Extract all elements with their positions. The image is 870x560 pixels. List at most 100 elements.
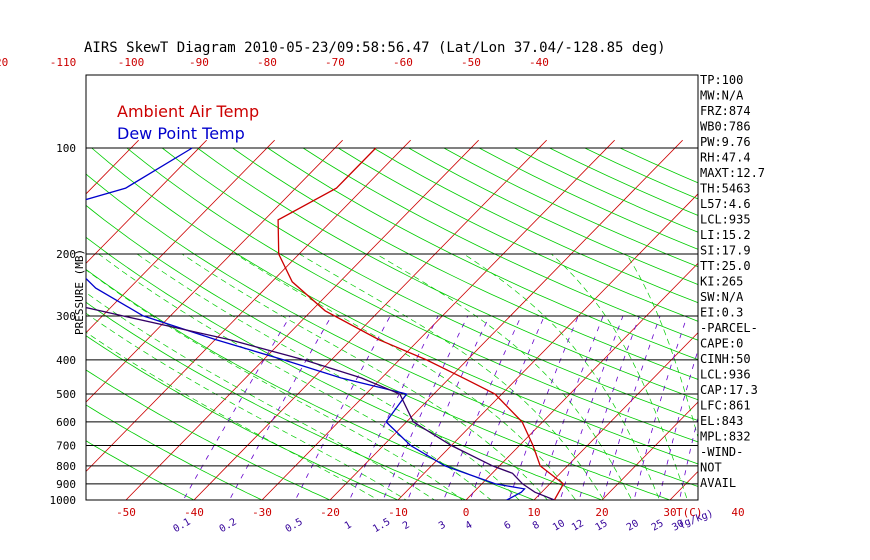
dry-adiabat-line [86, 301, 468, 500]
mixing-ratio-line [679, 416, 698, 500]
bottom-temp-tick-label: -30 [252, 506, 272, 519]
pressure-tick-label: 1000 [50, 494, 77, 507]
pressure-tick-label: 900 [56, 478, 76, 491]
dry-adiabat-line [86, 440, 195, 500]
ambient-air-temp-line [277, 147, 565, 500]
bottom-temp-tick-label: -20 [320, 506, 340, 519]
mixing-ratio-tick-label: 10 [551, 518, 567, 534]
isotherm-line [669, 470, 698, 500]
stat-item: LCL:936 [700, 368, 751, 382]
stat-item: MW:N/A [700, 89, 744, 103]
mixing-ratio-tick-label: 8 [531, 520, 542, 533]
stat-item: CAP:17.3 [700, 383, 758, 397]
bottom-temp-tick-label: 10 [527, 506, 540, 519]
series-layer [86, 147, 565, 500]
stat-item: CINH:50 [700, 352, 751, 366]
dry-adiabat-line [302, 147, 698, 341]
dry-adiabat-line [86, 268, 536, 500]
stat-item: LI:15.2 [700, 228, 751, 242]
stat-item: L57:4.6 [700, 197, 751, 211]
pressure-tick-label: 500 [56, 388, 76, 401]
stat-item: PW:9.76 [700, 135, 751, 149]
mixing-ratio-tick-label: 1.5 [371, 517, 392, 536]
mixing-ratio-tick-label: 20 [625, 518, 641, 534]
mixing-ratio-tick-label: 1 [343, 520, 354, 533]
stat-item: SW:N/A [700, 290, 744, 304]
isotherm-line [465, 262, 698, 500]
top-temp-tick-label: -120 [0, 56, 8, 69]
isotherm-line [397, 193, 698, 500]
moist-adiabat-line [86, 269, 464, 500]
pressure-tick-label: 300 [56, 310, 76, 323]
moist-adiabat-line [375, 253, 633, 500]
dry-adiabat-line [86, 173, 698, 487]
mixing-ratio-tick-label: 0.5 [284, 517, 305, 536]
stat-item: NOT [700, 461, 722, 475]
moist-adiabat-line [86, 312, 407, 500]
pressure-tick-label: 800 [56, 460, 76, 473]
mixing-ratio-tick-label: 0.2 [218, 517, 239, 536]
moist-adiabat-line [551, 253, 688, 500]
top-temp-tick-label: -60 [393, 56, 413, 69]
mixing-ratio-tick-label: 0.1 [171, 517, 192, 536]
mixing-ratio-tick-label: 12 [570, 518, 586, 534]
isobar-lines [85, 74, 699, 501]
dry-adiabat-line [86, 204, 672, 500]
pressure-tick-label: 100 [56, 142, 76, 155]
dry-adiabat-line [267, 147, 698, 361]
top-temp-tick-label: -40 [529, 56, 549, 69]
stat-item: EL:843 [700, 414, 743, 428]
y-axis-label: PRESSURE (MB) [73, 249, 86, 335]
bottom-temp-tick-label: 20 [595, 506, 608, 519]
isotherm-line [125, 139, 479, 500]
isotherm-line [601, 401, 698, 500]
top-temp-tick-label: -110 [50, 56, 77, 69]
dry-adiabat-line [86, 335, 400, 500]
top-temp-tick-label: -50 [461, 56, 481, 69]
stat-item: MAXT:12.7 [700, 166, 765, 180]
stat-item: TH:5463 [700, 182, 751, 196]
dry-adiabat-line [91, 147, 698, 465]
moist-adiabat-line [463, 253, 660, 500]
x-axis-unit-label: T(C) [676, 506, 703, 519]
dry-adiabat-line [197, 147, 698, 401]
pressure-tick-label: 400 [56, 354, 76, 367]
stat-item: CAPE:0 [700, 337, 743, 351]
top-temp-tick-label: -80 [257, 56, 277, 69]
mixing-ratio-tick-label: 2 [401, 520, 412, 533]
stat-item: FRZ:874 [700, 104, 751, 118]
stat-item: LCL:935 [700, 213, 751, 227]
top-temp-tick-label: -70 [325, 56, 345, 69]
dry-adiabat-line [86, 236, 604, 500]
stat-item: AVAIL [700, 476, 736, 490]
mixing-ratio-line [633, 315, 688, 500]
stat-item: TT:25.0 [700, 259, 751, 273]
mixing-ratio-tick-label: 4 [464, 520, 475, 533]
moist-adiabat-line [181, 253, 548, 500]
grid-lines [0, 139, 698, 507]
stat-item: LFC:861 [700, 399, 751, 413]
mixing-ratio-tick-label: 25 [650, 518, 666, 534]
dry-adiabat-line [86, 404, 263, 500]
isotherm-line [86, 139, 207, 264]
mixing-ratio-line [537, 315, 604, 500]
stat-item: TP:100 [700, 73, 743, 87]
isotherm-line [329, 139, 683, 500]
dry-adiabat-line [126, 147, 698, 443]
stat-item: WB0:786 [700, 120, 751, 134]
mixing-ratio-line [508, 315, 579, 500]
bottom-temp-tick-label: -50 [116, 506, 136, 519]
bottom-temp-tick-label: 30 [663, 506, 676, 519]
mixing-ratio-tick-label: 30 [670, 518, 686, 534]
isotherm-line [86, 139, 343, 403]
moist-adiabat-line [299, 253, 605, 500]
bottom-temp-tick-label: 0 [463, 506, 470, 519]
legend-ambient-air-temp: Ambient Air Temp [117, 102, 259, 121]
isotherm-line [0, 140, 3, 507]
mixing-ratio-line [407, 315, 490, 500]
isotherm-line [261, 139, 615, 500]
isotherm-line [193, 139, 547, 500]
dry-adiabat-line [161, 147, 698, 421]
stat-item: EI:0.3 [700, 306, 743, 320]
